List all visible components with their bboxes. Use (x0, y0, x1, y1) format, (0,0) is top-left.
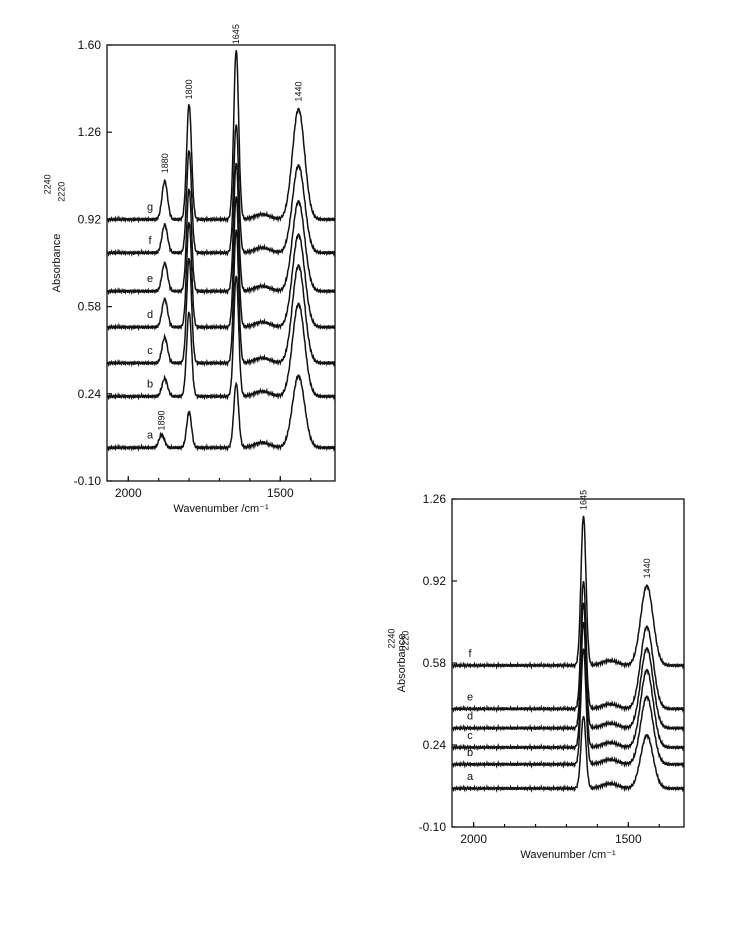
series-line-b (106, 275, 335, 401)
series-line-e (106, 162, 335, 296)
x-tick-label: 2000 (115, 486, 142, 500)
y-tick-label: 0.58 (78, 300, 102, 314)
series-line-f (106, 124, 335, 258)
series-label-c: c (147, 345, 153, 357)
series-label-e: e (147, 273, 153, 285)
y-tick-label: 1.60 (78, 38, 102, 52)
series-label-b: b (147, 378, 153, 390)
x-axis-label: Wavenumber /cm⁻¹ (173, 503, 269, 515)
y-tick-label: -0.10 (74, 474, 102, 488)
peak-label-1800: 1800 (184, 79, 194, 99)
series-line-g (106, 50, 335, 224)
series-label-f: f (148, 235, 152, 247)
peak-label-1880: 1880 (160, 153, 170, 173)
plot-frame (106, 44, 336, 482)
x-tick-label: 1500 (267, 486, 294, 500)
peak-label-1890: 1890 (157, 410, 167, 430)
series-label-g: g (147, 201, 153, 213)
series-line-a (106, 374, 335, 453)
series-line-d (106, 196, 335, 332)
series-line-c (106, 229, 335, 368)
peak-label-2220: 2220 (56, 182, 66, 202)
y-axis-label: Absorbance (51, 234, 63, 293)
peak-label-1645: 1645 (231, 24, 241, 44)
peak-label-1440: 1440 (294, 82, 304, 102)
peak-label-2240: 2240 (42, 174, 52, 194)
series-label-d: d (147, 309, 153, 321)
y-tick-label: 0.24 (78, 387, 102, 401)
series-label-a: a (147, 430, 154, 442)
y-tick-label: 0.92 (78, 212, 102, 226)
y-tick-label: 1.26 (78, 125, 102, 139)
